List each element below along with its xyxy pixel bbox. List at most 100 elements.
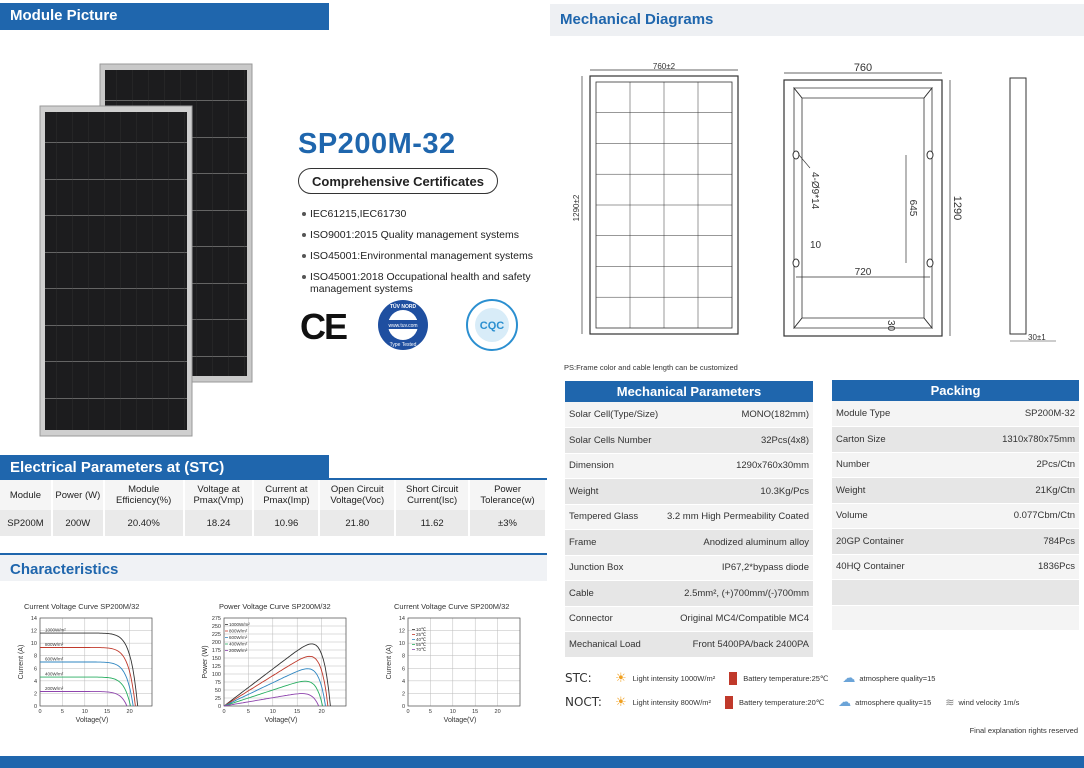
y-tick-label: 6	[34, 666, 37, 672]
table-row: Weight 21Kg/Ctn	[832, 477, 1079, 504]
x-tick-label: 0	[406, 709, 409, 715]
electrical-table: Module Power (W) Module Efficiency(%) Vo…	[0, 480, 547, 536]
y-tick-label: 25	[215, 696, 221, 702]
back-width-label: 760	[854, 62, 872, 74]
noct-light-text: Light intensity 800W/m²	[632, 697, 712, 707]
legend-label: 200W/m²	[45, 686, 64, 691]
table-row: 20GP Container 784Pcs	[832, 528, 1079, 555]
param-label	[832, 605, 953, 631]
stc-light: ☀ Light intensity 1000W/m²	[615, 670, 715, 686]
param-value	[952, 579, 1079, 606]
table-row: Cable 2.5mm², (+)700mm/(-)700mm	[565, 580, 813, 607]
noct-wind-text: wind velocity 1m/s	[958, 697, 1020, 707]
noct-battery-text: Battery temperature:20℃	[739, 697, 825, 707]
stc-atmos-text: atmosphere quality=15	[859, 673, 936, 683]
param-value: SP200M-32	[952, 401, 1079, 427]
table-row: Frame Anodized aluminum alloy	[565, 529, 813, 556]
param-label: Cable	[565, 580, 663, 607]
table-row: Number 2Pcs/Ctn	[832, 452, 1079, 478]
battery-icon	[725, 695, 734, 709]
legend-label: 200W/m²	[229, 648, 248, 653]
noct-light: ☀ Light intensity 800W/m²	[615, 694, 711, 710]
y-tick-label: 75	[215, 680, 221, 686]
back-height-label: 1290	[951, 196, 963, 220]
plot-frame	[407, 617, 521, 707]
table-row: Weight 10.3Kg/Pcs	[565, 478, 813, 505]
param-label: Mechanical Load	[565, 631, 663, 658]
pv-curve-chart: 0 5 10 15 200255075100125150175200225250275V…	[202, 616, 347, 724]
x-tick-label: 0	[38, 709, 41, 715]
param-value: 1290x760x30mm	[662, 453, 813, 479]
sun-icon: ☀	[615, 694, 627, 709]
param-label	[832, 579, 953, 606]
y-tick-label: 150	[212, 656, 221, 662]
table-header: Module Efficiency(%)	[103, 480, 185, 510]
footer-note: Final explanation rights reserved	[969, 726, 1078, 735]
wind-icon: ≋	[945, 696, 955, 709]
param-label: Solar Cell(Type/Size)	[565, 402, 663, 428]
x-tick-label: 15	[472, 709, 478, 715]
model-title: SP200M-32	[298, 128, 456, 160]
mechanical-diagrams-header: Mechanical Diagrams	[550, 4, 1084, 36]
x-tick-label: 15	[104, 709, 110, 715]
electrical-title: Electrical Parameters at (STC)	[10, 458, 225, 476]
series-line	[40, 661, 134, 707]
table-row: Tempered Glass 3.2 mm High Permeability C…	[565, 504, 813, 530]
table-cell: 20.40%	[103, 510, 185, 536]
table-row	[832, 605, 1079, 631]
legend-label: 1000W/m²	[229, 622, 250, 627]
param-value: Front 5400PA/back 2400PA	[662, 631, 813, 658]
side-label: 30±1	[1028, 333, 1046, 342]
table-header: Short Circuit Current(Isc)	[395, 480, 471, 510]
electrical-header: Electrical Parameters at (STC)	[0, 455, 329, 479]
y-tick-label: 175	[212, 648, 221, 654]
y-tick-label: 6	[402, 666, 405, 672]
y-tick-label: 10	[399, 641, 405, 647]
table-cell: 200W	[51, 510, 105, 536]
table-cell: ±3%	[469, 510, 547, 536]
table-cell: SP200M	[0, 510, 53, 536]
edge-label: 10	[810, 240, 822, 251]
ps-note: PS:Frame color and cable length can be c…	[564, 363, 738, 372]
y-tick-label: 275	[212, 616, 221, 622]
packing-table: Module Type SP200M-32 Carton Size 1310x780x…	[832, 401, 1079, 631]
noct-atmos-text: atmosphere quality=15	[855, 697, 932, 707]
y-tick-label: 100	[212, 672, 221, 678]
mechanical-table-title: Mechanical Parameters	[616, 384, 762, 399]
header-underline	[0, 28, 329, 30]
table-row: Carton Size 1310x780x75mm	[832, 426, 1079, 453]
cqc-logo: CQC	[466, 299, 518, 351]
footer-bar	[0, 756, 1084, 768]
x-tick-label: 0	[222, 709, 225, 715]
param-label: 20GP Container	[832, 528, 953, 555]
table-cell: 10.96	[253, 510, 321, 536]
x-tick-label: 15	[294, 709, 300, 715]
noct-battery: Battery temperature:20℃	[725, 695, 825, 709]
x-axis-label: Voltage(V)	[265, 717, 298, 724]
noct-conditions: NOCT: ☀ Light intensity 800W/m² Battery t…	[565, 694, 1033, 710]
legend-label: 70℃	[416, 647, 427, 652]
param-label: Connector	[565, 606, 663, 632]
certificate-item: ISO45001:2018 Occupational health and sa…	[302, 271, 552, 295]
table-row	[832, 579, 1079, 606]
x-tick-label: 10	[450, 709, 456, 715]
mechanical-drawing: 760±2 1290±2 760 4-Ø9*14 645 720 10 30 1…	[572, 62, 1056, 342]
table-cell: 21.80	[319, 510, 397, 536]
characteristics-header: Characteristics	[0, 553, 547, 581]
series-line	[223, 680, 324, 707]
legend-label: 25℃	[416, 632, 427, 637]
param-label: Volume	[832, 503, 953, 529]
series-line	[223, 668, 326, 707]
y-tick-label: 10	[31, 641, 37, 647]
mechanical-table: Solar Cell(Type/Size) MONO(182mm) Solar Ce…	[565, 402, 813, 658]
y-tick-label: 14	[31, 616, 37, 622]
chart-2-title: Power Voltage Curve SP200M/32	[219, 602, 331, 611]
solar-panel-image	[39, 63, 253, 437]
mechanical-diagrams-title: Mechanical Diagrams	[560, 11, 714, 28]
x-axis-label: Voltage(V)	[76, 717, 109, 724]
series-line	[40, 632, 139, 707]
chart-1-title: Current Voltage Curve SP200M/32	[24, 602, 140, 611]
noct-label: NOCT:	[565, 695, 602, 709]
y-tick-label: 0	[34, 704, 37, 710]
series-line	[223, 655, 329, 707]
